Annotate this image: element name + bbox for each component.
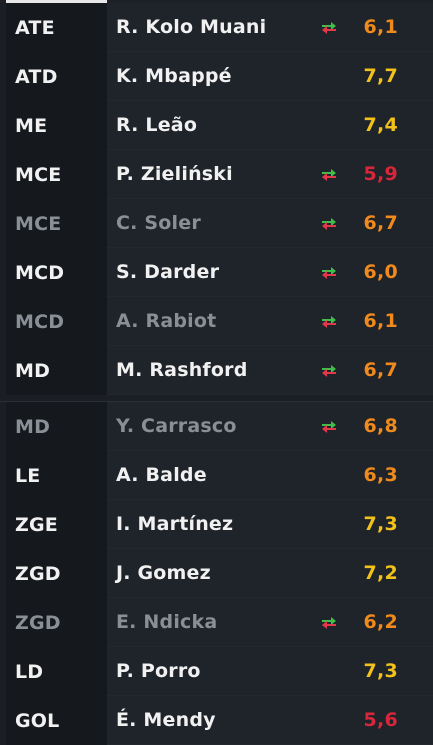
player-info: E. Ndicka 6,2 xyxy=(107,598,433,647)
active-tab-indicator xyxy=(6,0,107,3)
player-position: MCD xyxy=(6,248,107,297)
player-row[interactable]: ZGD J. Gomez 7,2 xyxy=(0,549,433,598)
player-position: ZGD xyxy=(6,598,107,647)
player-position: MCE xyxy=(6,199,107,248)
player-name: P. Zieliński xyxy=(116,163,233,185)
player-info: Y. Carrasco 6,8 xyxy=(107,402,433,451)
player-position: ZGE xyxy=(6,500,107,549)
player-position: MCD xyxy=(6,297,107,346)
substitution-icon xyxy=(322,421,336,433)
player-row[interactable]: MD M. Rashford 6,7 xyxy=(0,346,433,395)
player-rating: 6,8 xyxy=(363,415,398,437)
player-position: ME xyxy=(6,101,107,150)
player-position: MD xyxy=(6,402,107,451)
player-rating: 6,7 xyxy=(363,359,398,381)
player-row[interactable]: ZGD E. Ndicka 6,2 xyxy=(0,598,433,647)
player-name: Y. Carrasco xyxy=(116,415,237,437)
player-name: R. Leão xyxy=(116,114,198,136)
player-position: MD xyxy=(6,346,107,395)
player-rating: 5,6 xyxy=(363,709,398,731)
player-name: S. Darder xyxy=(116,261,220,283)
player-rating: 6,3 xyxy=(363,464,398,486)
player-rating: 7,2 xyxy=(363,562,398,584)
player-row[interactable]: LD P. Porro 7,3 xyxy=(0,647,433,696)
player-row[interactable]: MCE C. Soler 6,7 xyxy=(0,199,433,248)
player-name: E. Ndicka xyxy=(116,611,218,633)
player-rating: 5,9 xyxy=(363,163,398,185)
player-rating: 6,1 xyxy=(363,16,398,38)
substitution-icon xyxy=(322,316,336,328)
player-name: É. Mendy xyxy=(116,709,216,731)
substitution-icon xyxy=(322,617,336,629)
top-bar xyxy=(0,0,433,3)
player-row[interactable]: GOL É. Mendy 5,6 xyxy=(0,696,433,745)
lineup-list: ATE R. Kolo Muani 6,1 ATD K. Mbappé 7,7 … xyxy=(0,3,433,745)
player-name: A. Balde xyxy=(116,464,207,486)
player-rating: 6,1 xyxy=(363,310,398,332)
player-position: GOL xyxy=(6,696,107,745)
player-position: MCE xyxy=(6,150,107,199)
player-name: J. Gomez xyxy=(116,562,211,584)
player-info: A. Rabiot 6,1 xyxy=(107,297,433,346)
player-info: C. Soler 6,7 xyxy=(107,199,433,248)
player-row[interactable]: MCD A. Rabiot 6,1 xyxy=(0,297,433,346)
player-position: ZGD xyxy=(6,549,107,598)
player-position: ATD xyxy=(6,52,107,101)
substitution-icon xyxy=(322,22,336,34)
substitution-icon xyxy=(322,365,336,377)
player-row[interactable]: MCD S. Darder 6,0 xyxy=(0,248,433,297)
player-info: A. Balde 6,3 xyxy=(107,451,433,500)
substitution-icon xyxy=(322,267,336,279)
player-rating: 6,7 xyxy=(363,212,398,234)
player-info: R. Kolo Muani 6,1 xyxy=(107,3,433,52)
player-rating: 7,7 xyxy=(363,65,398,87)
player-row[interactable]: ME R. Leão 7,4 xyxy=(0,101,433,150)
player-info: S. Darder 6,0 xyxy=(107,248,433,297)
player-name: K. Mbappé xyxy=(116,65,232,87)
player-position: LE xyxy=(6,451,107,500)
player-name: R. Kolo Muani xyxy=(116,16,267,38)
player-rating: 7,3 xyxy=(363,513,398,535)
player-rating: 7,3 xyxy=(363,660,398,682)
player-row[interactable]: MCE P. Zieliński 5,9 xyxy=(0,150,433,199)
player-info: P. Zieliński 5,9 xyxy=(107,150,433,199)
player-position: LD xyxy=(6,647,107,696)
player-position: ATE xyxy=(6,3,107,52)
substitution-icon xyxy=(322,169,336,181)
player-info: P. Porro 7,3 xyxy=(107,647,433,696)
player-name: M. Rashford xyxy=(116,359,248,381)
player-row[interactable]: ATD K. Mbappé 7,7 xyxy=(0,52,433,101)
player-rating: 6,0 xyxy=(363,261,398,283)
player-name: I. Martínez xyxy=(116,513,234,535)
substitution-icon xyxy=(322,218,336,230)
player-row[interactable]: MD Y. Carrasco 6,8 xyxy=(0,401,433,451)
player-info: M. Rashford 6,7 xyxy=(107,346,433,395)
player-rating: 6,2 xyxy=(363,611,398,633)
player-rating: 7,4 xyxy=(363,114,398,136)
player-name: A. Rabiot xyxy=(116,310,217,332)
player-name: C. Soler xyxy=(116,212,201,234)
player-info: J. Gomez 7,2 xyxy=(107,549,433,598)
player-info: I. Martínez 7,3 xyxy=(107,500,433,549)
player-info: É. Mendy 5,6 xyxy=(107,696,433,745)
player-info: R. Leão 7,4 xyxy=(107,101,433,150)
player-info: K. Mbappé 7,7 xyxy=(107,52,433,101)
player-row[interactable]: LE A. Balde 6,3 xyxy=(0,451,433,500)
player-row[interactable]: ATE R. Kolo Muani 6,1 xyxy=(0,3,433,52)
player-name: P. Porro xyxy=(116,660,201,682)
player-row[interactable]: ZGE I. Martínez 7,3 xyxy=(0,500,433,549)
